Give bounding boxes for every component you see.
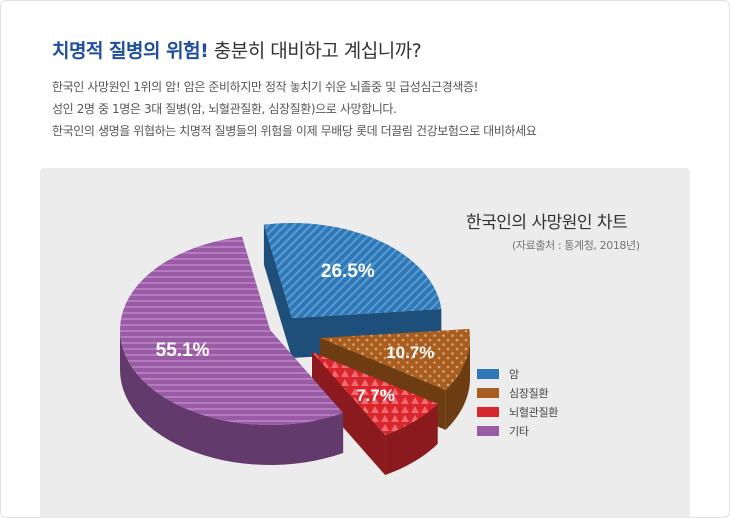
title-highlight: 치명적 질병의 위험! <box>52 40 209 62</box>
legend-label: 심장질환 <box>509 386 549 400</box>
pie-slice <box>320 329 470 390</box>
chart-title: 한국인의 사망원인 차트 <box>466 213 628 233</box>
pie-data-label: 10.7% <box>386 343 434 362</box>
legend-swatch <box>477 387 499 398</box>
legend-label: 기타 <box>509 424 529 438</box>
pie-slice <box>312 352 438 435</box>
description-line: 한국인의 생명을 위협하는 치명적 질병들의 위험을 이제 무배당 롯데 더끌림… <box>52 124 537 138</box>
legend-label: 뇌혈관질환 <box>509 405 559 419</box>
pie-data-label: 55.1% <box>156 340 210 361</box>
page-title: 치명적 질병의 위험! 충분히 대비하고 계십니까? <box>52 36 422 63</box>
pie-slice <box>263 223 442 318</box>
pie-data-label: 26.5% <box>321 261 375 282</box>
pie-slice-side <box>445 338 470 430</box>
description-line: 한국인 사망원인 1위의 암! 암은 준비하지만 정작 놓치기 쉬운 뇌졸중 및… <box>52 80 479 94</box>
description: 한국인 사망원인 1위의 암! 암은 준비하지만 정작 놓치기 쉬운 뇌졸중 및… <box>52 76 537 142</box>
legend-swatch <box>477 406 499 417</box>
pie-slice-edge <box>312 352 386 475</box>
legend-label: 암 <box>509 367 519 381</box>
pie-slice <box>120 236 344 425</box>
title-rest: 충분히 대비하고 계십니까? <box>208 40 422 62</box>
pie-slice-side <box>120 330 344 465</box>
chart-source: (자료출처 : 통계청, 2018년) <box>512 239 640 252</box>
pie-data-label: 7.7% <box>356 386 395 405</box>
legend-item: 심장질환 <box>477 383 558 402</box>
legend-item: 기타 <box>477 421 558 440</box>
legend-swatch <box>477 368 499 379</box>
description-line: 성인 2명 중 1명은 3대 질병(암, 뇌혈관질환, 심장질환)으로 사망합니… <box>52 102 397 116</box>
pie-slice-edge <box>263 224 292 358</box>
legend-item: 뇌혈관질환 <box>477 402 558 421</box>
legend-item: 암 <box>477 364 558 383</box>
chart-legend: 암 심장질환 뇌혈관질환 기타 <box>477 364 558 440</box>
legend-swatch <box>477 425 499 436</box>
